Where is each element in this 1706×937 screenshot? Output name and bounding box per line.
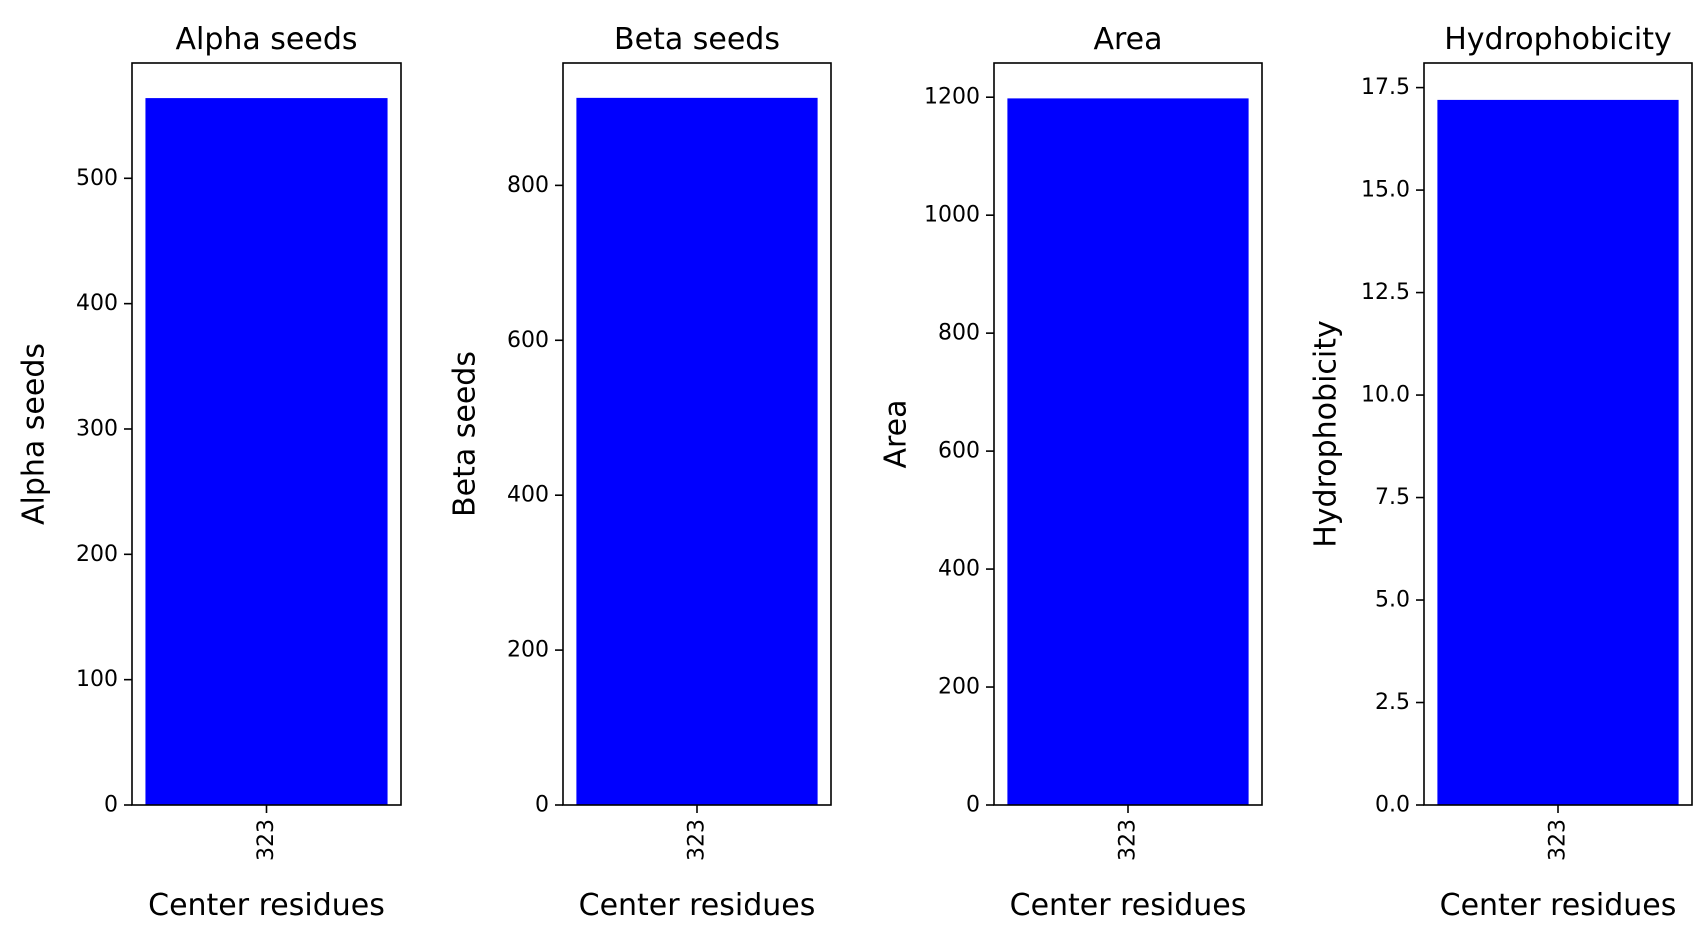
y-tick-label: 800 (938, 321, 980, 346)
chart-panel: 323 0.0 2.5 5.0 7.5 10.0 12.5 15.0 17.5 Hydrophob… (1309, 22, 1693, 923)
axes-frame (993, 62, 1263, 806)
y-tick-label: 0.0 (1375, 793, 1410, 818)
y-tick-label: 400 (507, 483, 549, 508)
axes-frame (131, 62, 402, 806)
y-tick-label: 12.5 (1361, 280, 1410, 305)
x-tick-label: 323 (1546, 819, 1571, 861)
panel-title: Hydrophobicity (1444, 22, 1672, 57)
chart-panel: 323 0 200 400 600 800 Beta seeds Center residue… (448, 22, 832, 923)
y-tick-label: 7.5 (1375, 485, 1410, 510)
y-tick-label: 0 (966, 793, 980, 818)
x-axis-title: Center residues (1440, 888, 1677, 923)
x-tick-label: 323 (254, 819, 279, 861)
x-tick-label: 323 (1116, 819, 1141, 861)
y-tick-label: 200 (507, 638, 549, 663)
y-axis-title: Alpha seeds (17, 343, 52, 525)
y-tick-label: 0 (104, 793, 118, 818)
x-axis-title: Center residues (148, 888, 385, 923)
y-tick-label: 600 (507, 328, 549, 353)
bar (1007, 98, 1249, 805)
chart-panel: 323 0 200 400 600 800 1000 1200 Area Center resid… (879, 22, 1263, 923)
y-tick-label: 400 (76, 291, 118, 316)
y-tick-label: 400 (938, 557, 980, 582)
y-tick-label: 15.0 (1361, 178, 1410, 203)
panel-title: Area (1093, 22, 1162, 57)
axes-frame (1423, 62, 1693, 806)
y-tick-label: 1200 (924, 85, 980, 110)
chart-panel: 323 0 100 200 300 400 500 Alpha seeds Center res… (17, 22, 402, 923)
y-tick-label: 5.0 (1375, 588, 1410, 613)
y-tick-label: 500 (76, 166, 118, 191)
y-tick-label: 0 (535, 793, 549, 818)
bar (1437, 99, 1679, 806)
y-tick-label: 10.0 (1361, 383, 1410, 408)
y-tick-label: 200 (938, 675, 980, 700)
x-axis-title: Center residues (579, 888, 816, 923)
y-axis-title: Hydrophobicity (1309, 320, 1344, 548)
panel-title: Alpha seeds (175, 22, 357, 57)
bar (576, 97, 818, 805)
y-axis-title: Beta seeds (448, 351, 483, 517)
y-tick-label: 300 (76, 416, 118, 441)
axes-frame (562, 62, 832, 806)
x-axis-title: Center residues (1010, 888, 1247, 923)
y-tick-label: 200 (76, 542, 118, 567)
y-tick-label: 100 (76, 667, 118, 692)
bar (145, 98, 388, 805)
y-tick-label: 17.5 (1361, 75, 1410, 100)
y-axis-title: Area (879, 399, 914, 468)
panel-title: Beta seeds (614, 22, 780, 57)
y-tick-label: 2.5 (1375, 690, 1410, 715)
y-tick-label: 600 (938, 439, 980, 464)
y-tick-label: 1000 (924, 203, 980, 228)
y-tick-label: 800 (507, 173, 549, 198)
x-tick-label: 323 (685, 819, 710, 861)
